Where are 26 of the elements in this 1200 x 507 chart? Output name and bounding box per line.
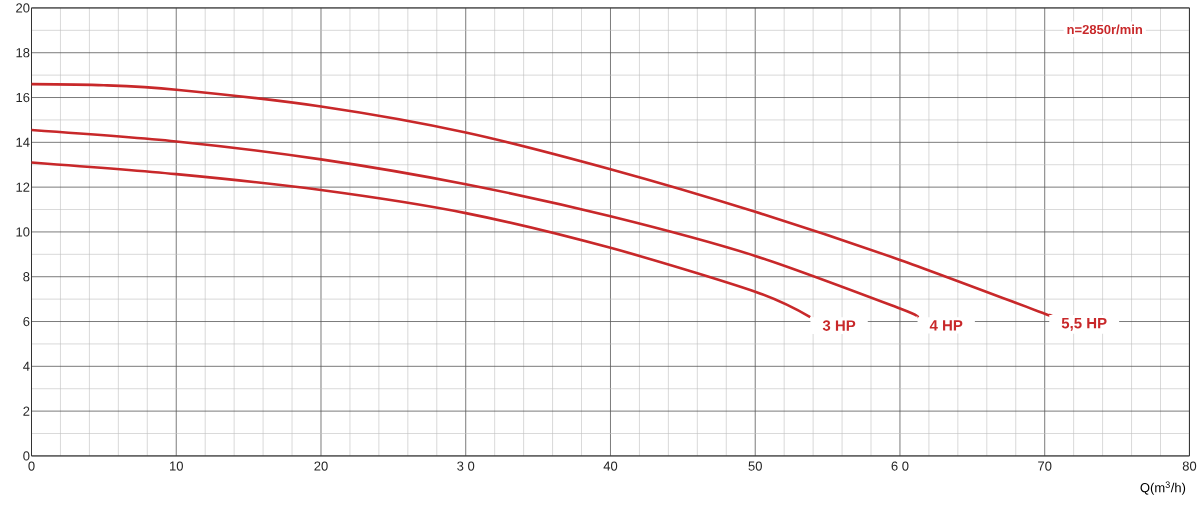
y-tick-label: 8 — [23, 272, 30, 282]
y-tick-label: 0 — [23, 451, 30, 461]
y-tick-label: 6 — [23, 316, 30, 327]
y-tick-label: 10 — [16, 227, 30, 237]
y-tick-label: 12 — [16, 182, 30, 192]
x-axis-title: Q(m$^{3}$/h) — [1140, 481, 1186, 495]
x-tick-label: 6 0 — [891, 461, 909, 471]
line-series — [30, 161, 812, 319]
series-label: 4 HP — [929, 320, 963, 331]
x-tick-label: 40 — [603, 461, 618, 471]
annotation: n=2850r/min — [1067, 24, 1143, 35]
y-tick-label: 14 — [16, 137, 30, 147]
x-tick-label: 20 — [314, 461, 328, 471]
x-tick-label: 80 — [1182, 461, 1197, 471]
line-series — [30, 128, 919, 319]
x-tick-label: 50 — [748, 461, 762, 471]
y-tick-label: 18 — [16, 48, 30, 58]
series-label: 5,5 HP — [1061, 318, 1107, 331]
x-tick-label: 10 — [170, 461, 183, 471]
series-label: 3 HP — [822, 320, 856, 331]
y-tick-label: 4 — [23, 361, 30, 371]
y-tick-label: 16 — [16, 92, 30, 103]
y-tick-label: 2 — [23, 406, 30, 416]
y-tick-label: 20 — [16, 3, 30, 13]
x-tick-label: 70 — [1038, 461, 1052, 471]
x-tick-label: 3 0 — [457, 461, 475, 471]
